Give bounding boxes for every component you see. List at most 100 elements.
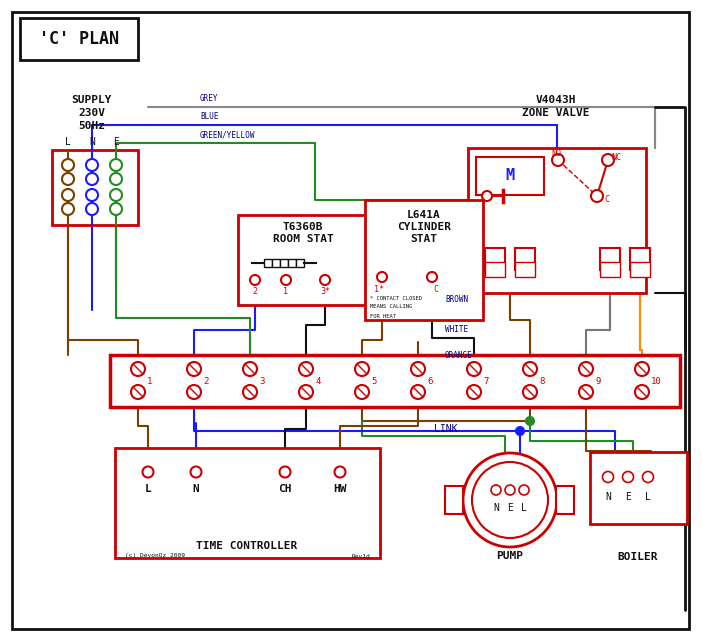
Text: M: M — [505, 169, 515, 183]
Text: 10: 10 — [651, 376, 662, 385]
FancyBboxPatch shape — [468, 148, 646, 293]
Circle shape — [110, 189, 122, 201]
Circle shape — [467, 385, 481, 399]
Circle shape — [602, 154, 614, 166]
Circle shape — [516, 427, 524, 435]
FancyBboxPatch shape — [515, 262, 535, 277]
FancyBboxPatch shape — [630, 262, 650, 277]
Text: L: L — [521, 503, 527, 513]
Circle shape — [355, 385, 369, 399]
Text: SUPPLY: SUPPLY — [72, 95, 112, 105]
FancyBboxPatch shape — [115, 448, 380, 558]
Circle shape — [526, 417, 534, 425]
Circle shape — [463, 453, 557, 547]
Circle shape — [505, 485, 515, 495]
Text: BOILER: BOILER — [618, 552, 658, 562]
Text: 'C' PLAN: 'C' PLAN — [39, 30, 119, 48]
Circle shape — [591, 190, 603, 202]
FancyBboxPatch shape — [110, 355, 680, 407]
Text: ORANGE: ORANGE — [445, 351, 472, 360]
Circle shape — [579, 385, 593, 399]
Text: 7: 7 — [483, 376, 489, 385]
Circle shape — [334, 467, 345, 478]
Circle shape — [411, 385, 425, 399]
Text: L: L — [145, 484, 152, 494]
FancyBboxPatch shape — [445, 486, 463, 514]
Circle shape — [377, 272, 387, 282]
Circle shape — [523, 385, 537, 399]
Text: BROWN: BROWN — [445, 296, 468, 304]
Text: GREEN/YELLOW: GREEN/YELLOW — [200, 130, 256, 139]
Text: TIME CONTROLLER: TIME CONTROLLER — [197, 541, 298, 551]
FancyBboxPatch shape — [264, 259, 272, 267]
FancyBboxPatch shape — [556, 486, 574, 514]
Text: NO: NO — [551, 149, 561, 158]
Circle shape — [579, 362, 593, 376]
FancyBboxPatch shape — [590, 452, 687, 524]
Text: 9: 9 — [595, 376, 600, 385]
Circle shape — [110, 159, 122, 171]
Text: 8: 8 — [539, 376, 544, 385]
Circle shape — [279, 467, 291, 478]
Circle shape — [62, 159, 74, 171]
FancyBboxPatch shape — [238, 215, 368, 305]
Circle shape — [187, 385, 201, 399]
Circle shape — [642, 472, 654, 483]
Text: 6: 6 — [427, 376, 432, 385]
Text: PUMP: PUMP — [496, 551, 524, 561]
Text: NC: NC — [611, 153, 621, 163]
FancyBboxPatch shape — [12, 12, 689, 629]
Circle shape — [243, 362, 257, 376]
Circle shape — [62, 173, 74, 185]
Text: E: E — [507, 503, 513, 513]
FancyBboxPatch shape — [630, 248, 650, 270]
Circle shape — [467, 362, 481, 376]
Circle shape — [243, 385, 257, 399]
Circle shape — [250, 275, 260, 285]
FancyBboxPatch shape — [296, 259, 304, 267]
FancyBboxPatch shape — [52, 150, 138, 225]
Text: LINK: LINK — [435, 424, 458, 434]
Circle shape — [635, 385, 649, 399]
Circle shape — [143, 467, 154, 478]
Text: 230V: 230V — [79, 108, 105, 118]
FancyBboxPatch shape — [600, 262, 620, 277]
Text: N: N — [605, 492, 611, 502]
FancyBboxPatch shape — [600, 248, 620, 270]
Text: N: N — [192, 484, 199, 494]
Text: CYLINDER: CYLINDER — [397, 222, 451, 232]
Circle shape — [602, 472, 614, 483]
Circle shape — [299, 362, 313, 376]
FancyBboxPatch shape — [485, 248, 505, 270]
Text: 4: 4 — [315, 376, 320, 385]
Text: MEANS CALLING: MEANS CALLING — [370, 304, 412, 310]
Text: * CONTACT CLOSED: * CONTACT CLOSED — [370, 296, 422, 301]
Text: ZONE VALVE: ZONE VALVE — [522, 108, 590, 118]
Circle shape — [299, 385, 313, 399]
Text: BLUE: BLUE — [200, 112, 218, 121]
Text: ROOM STAT: ROOM STAT — [272, 234, 333, 244]
Circle shape — [86, 203, 98, 215]
Text: FOR HEAT: FOR HEAT — [370, 313, 396, 319]
Text: V4043H: V4043H — [536, 95, 576, 105]
Text: 3: 3 — [259, 376, 265, 385]
Text: 1*: 1* — [374, 285, 384, 294]
Text: L: L — [65, 137, 71, 147]
Text: HW: HW — [333, 484, 347, 494]
Text: N: N — [493, 503, 499, 513]
FancyBboxPatch shape — [272, 259, 280, 267]
Circle shape — [552, 154, 564, 166]
Text: 1: 1 — [147, 376, 152, 385]
Text: E: E — [113, 137, 119, 147]
Circle shape — [623, 472, 633, 483]
Text: 1: 1 — [284, 287, 289, 296]
FancyBboxPatch shape — [20, 18, 138, 60]
Text: N: N — [89, 137, 95, 147]
Text: WHITE: WHITE — [445, 326, 468, 335]
Circle shape — [131, 385, 145, 399]
Text: GREY: GREY — [200, 94, 218, 103]
FancyBboxPatch shape — [485, 262, 505, 277]
FancyBboxPatch shape — [288, 259, 296, 267]
Circle shape — [491, 485, 501, 495]
Text: E: E — [625, 492, 631, 502]
